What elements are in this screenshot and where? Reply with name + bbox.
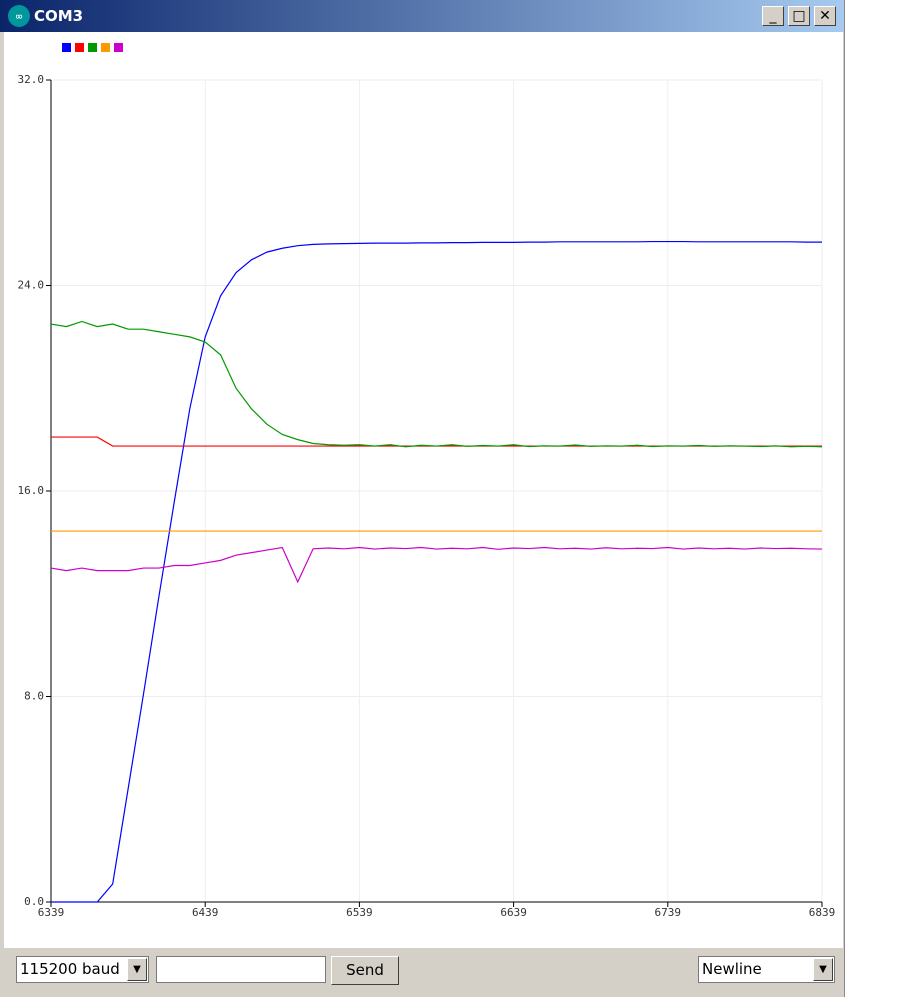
input-field[interactable] (156, 956, 326, 983)
x-tick-label: 6339 (38, 906, 65, 919)
y-tick-label: 32.0 (18, 73, 45, 86)
dropdown-arrow: ▼ (813, 958, 833, 981)
y-tick-label: 0.0 (24, 895, 44, 908)
line-ending-label: Newline (702, 960, 762, 978)
plot-area (4, 32, 843, 948)
series-line (50, 546, 823, 584)
baud-select[interactable]: 115200 baud ▼ (16, 956, 149, 983)
x-tick-label: 6739 (655, 906, 682, 919)
legend-swatch (88, 43, 97, 52)
x-tick-label: 6439 (192, 906, 219, 919)
legend-swatch (75, 43, 84, 52)
svg-text:∞: ∞ (16, 10, 23, 23)
line-ending-select[interactable]: Newline ▼ (698, 956, 835, 983)
chart: 0.0 8.0 16.0 24.0 32.0 6339 6439 6539 6639 6739 68… (18, 43, 836, 919)
baud-label: 115200 baud (20, 960, 120, 978)
send-button[interactable]: Send (331, 956, 399, 985)
series-line (51, 240, 822, 903)
dropdown-arrow: ▼ (127, 958, 147, 981)
x-tick-label: 6539 (346, 906, 373, 919)
serial-plotter-window: ∞ COM3 _ □ ✕ 115200 baud ▼ Send Newline ▼ (0, 0, 845, 997)
legend-swatch (114, 43, 123, 52)
app-icon: ∞ (8, 5, 30, 27)
y-tick-label: 16.0 (18, 484, 45, 497)
x-tick-label: 6839 (809, 906, 836, 919)
y-tick-label: 24.0 (18, 279, 45, 292)
legend-swatch (62, 43, 71, 52)
series-line (50, 320, 823, 448)
title-bar: ∞ COM3 _ □ ✕ (0, 0, 844, 32)
series-line (51, 436, 822, 447)
close-button[interactable]: ✕ (814, 6, 836, 26)
maximize-button[interactable]: □ (788, 6, 810, 26)
legend-swatch (101, 43, 110, 52)
window-title: COM3 (34, 7, 84, 25)
minimize-button[interactable]: _ (762, 6, 784, 26)
y-tick-label: 8.0 (24, 690, 44, 703)
x-tick-label: 6639 (500, 906, 527, 919)
